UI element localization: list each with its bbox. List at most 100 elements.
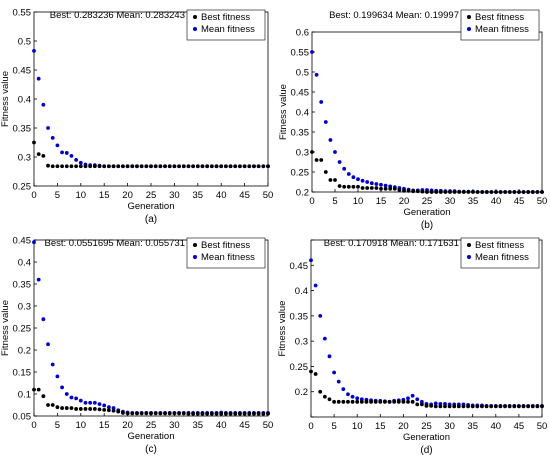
x-tick-label: 30 [169,420,180,431]
data-point [466,190,471,194]
data-point [415,189,420,194]
x-tick-label: 25 [146,190,157,201]
x-tick-label: 10 [76,190,87,201]
data-point [64,151,69,155]
x-tick-label: 0 [31,190,36,201]
data-point [314,72,319,77]
data-point [540,190,544,194]
data-point [195,411,200,416]
data-point [319,158,324,162]
legend-label: Mean fitness [475,24,529,35]
data-point [64,406,69,410]
data-point [346,399,350,404]
data-point [219,411,224,416]
chart-title: Best: 0.199634 Mean: 0.19997 [329,10,459,21]
data-point [41,153,46,158]
data-point [102,164,107,169]
data-point [83,400,88,405]
data-point [78,398,83,403]
data-point [163,164,167,169]
data-point [530,404,535,409]
data-point [106,405,111,410]
data-point [233,411,238,416]
x-tick-label: 10 [352,421,363,432]
data-point [205,164,210,169]
x-axis-label: Generation [403,207,450,218]
data-point [228,164,233,169]
data-point [401,399,406,404]
data-point [322,336,327,341]
data-point [191,411,196,416]
x-axis-label: Generation [127,201,174,212]
data-point [78,160,83,165]
data-point [480,404,484,409]
y-tick-label: 0.35 [13,124,32,135]
legend-marker [193,243,197,247]
x-tick-label: 35 [468,196,479,207]
data-point [69,153,74,158]
x-tick-label: 45 [239,190,250,201]
data-point [261,164,266,169]
data-point [144,411,149,416]
data-point [517,404,521,409]
y-tick-label: 0.55 [13,8,32,19]
x-tick-label: 35 [193,190,204,201]
data-point [448,190,452,194]
data-point [139,411,144,416]
data-point [60,164,64,169]
y-tick-label: 0.25 [13,182,32,193]
data-point [332,399,336,404]
y-tick-label: 0.45 [13,66,32,77]
data-point [116,409,121,414]
chart-title: Best: 0.170918 Mean: 0.171631 [324,238,459,249]
data-point [149,411,153,416]
data-point [111,164,116,169]
data-point [238,164,242,169]
data-point [318,389,323,394]
data-point [149,164,153,169]
y-axis-label: Fitness value [0,300,11,356]
data-point [121,411,125,415]
x-tick-label: 30 [445,196,456,207]
x-axis-label: Generation [127,431,174,442]
data-point [200,164,205,169]
data-point [144,164,149,169]
data-point [365,186,370,190]
data-point [406,188,411,193]
data-point [489,404,494,409]
x-tick-label: 10 [76,420,87,431]
x-tick-label: 20 [122,420,133,431]
data-point [55,374,60,379]
data-point [369,186,374,190]
data-point [443,404,447,409]
data-point [83,407,88,411]
x-tick-label: 50 [263,420,274,431]
data-point [350,394,355,399]
data-point [181,164,186,169]
y-tick-label: 0.6 [296,28,309,39]
x-axis-label: Generation [403,432,450,443]
data-point [379,186,383,191]
chart-title: Best: 0.0551695 Mean: 0.055731 [44,238,185,249]
data-point [319,100,324,104]
data-point [425,190,429,194]
data-point [200,411,205,416]
data-point [397,188,402,192]
y-tick-label: 0.25 [291,168,310,179]
data-point [433,404,438,409]
data-point [328,138,333,142]
data-point [64,164,69,169]
data-point [392,186,397,191]
data-point [346,184,351,189]
data-point [153,164,158,169]
data-point [364,399,369,404]
series-mean-fitness [32,48,270,169]
data-point [434,190,439,194]
data-point [69,164,74,169]
legend-label: Best fitness [201,240,250,251]
data-point [125,164,130,169]
y-tick-label: 0.3 [295,337,308,348]
x-tick-label: 15 [376,196,387,207]
y-tick-label: 0.35 [13,280,32,291]
